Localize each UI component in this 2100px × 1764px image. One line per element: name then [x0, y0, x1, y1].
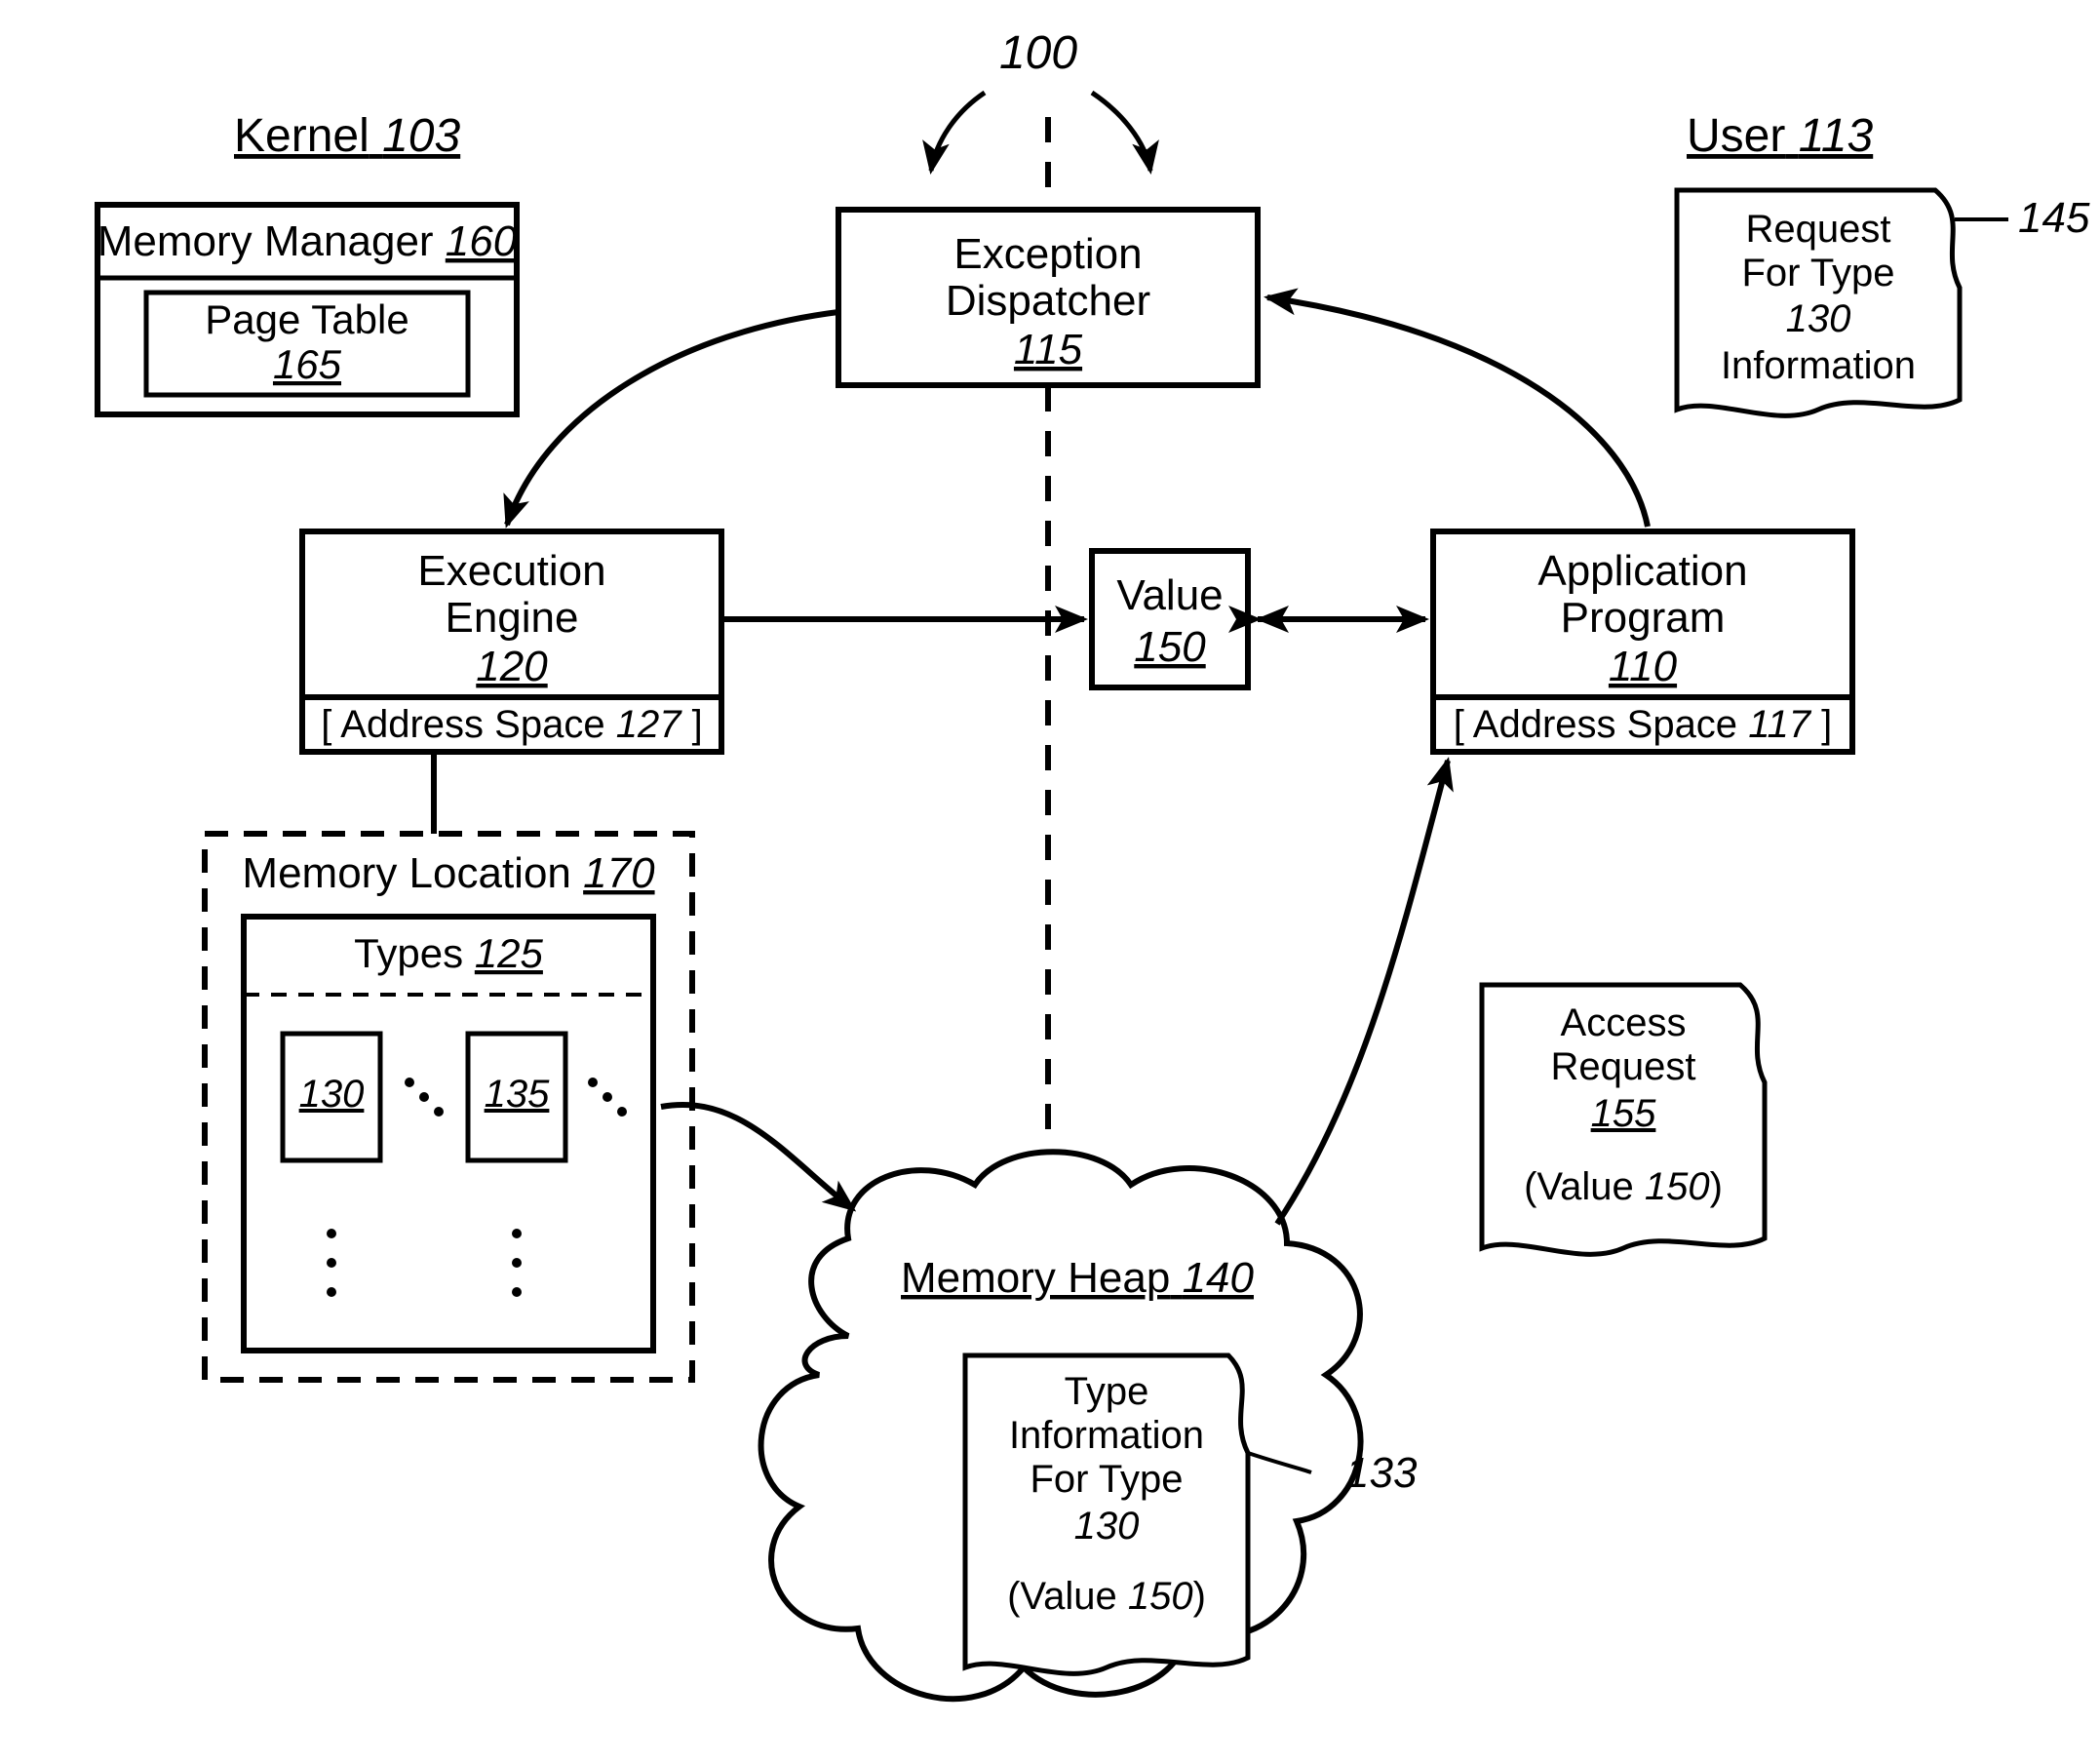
memloc-title: Memory Location: [242, 849, 570, 897]
top-arrow-right: [1092, 93, 1150, 171]
svg-text:Memory Heap 140: Memory Heap 140: [901, 1254, 1254, 1302]
exec-footer-suffix: ]: [692, 703, 703, 746]
application-program-box: Application Program 110 [ Address Space …: [1433, 531, 1852, 752]
req-l2: For Type: [1741, 252, 1894, 294]
type-130-ref: 130: [299, 1073, 365, 1116]
types-title: Types: [354, 930, 463, 976]
kernel-label: Kernel: [234, 110, 369, 162]
typeinfo-refmid: 130: [1074, 1505, 1140, 1548]
top-arrow-left: [931, 93, 985, 171]
svg-text:(Value 150): (Value 150): [1524, 1165, 1723, 1208]
exec-line2: Engine: [445, 594, 578, 642]
app-footer-text: [ Address Space: [1454, 703, 1737, 746]
exec-footer-ref: 127: [616, 703, 682, 746]
app-footer-ref: 117: [1748, 703, 1812, 746]
exec-ref: 120: [476, 643, 548, 690]
app-ref: 110: [1609, 643, 1678, 690]
value-title: Value: [1116, 571, 1223, 619]
svg-text:(Value 150): (Value 150): [1007, 1575, 1206, 1618]
app-line2: Program: [1561, 594, 1726, 642]
ref-133: 133: [1345, 1449, 1418, 1497]
svg-text:Memory Location: Memory Location 170: [242, 849, 655, 897]
req-l1: Request: [1746, 208, 1891, 251]
typeinfo-l3: For Type: [1030, 1458, 1183, 1501]
exception-line2: Dispatcher: [946, 277, 1150, 325]
app-line1: Application: [1537, 547, 1747, 595]
page-table-ref: 165: [273, 341, 342, 387]
value-box: Value 150: [1092, 551, 1248, 687]
acc-l1: Access: [1561, 1001, 1687, 1044]
type-135-ref: 135: [485, 1073, 550, 1116]
value-ref: 150: [1134, 623, 1206, 671]
arrow-types-to-heap: [661, 1105, 853, 1209]
svg-text:Kernel 103: Kernel 103: [234, 110, 460, 162]
user-heading: User 113: [1687, 110, 1874, 162]
user-ref: 113: [1799, 110, 1874, 162]
memory-manager-title: Memory Manager: [97, 217, 434, 265]
memloc-ref: 170: [583, 849, 655, 897]
types-ref: 125: [475, 930, 544, 976]
cloud-title: Memory Heap: [901, 1254, 1170, 1302]
memory-manager-box: Memory Manager 160 Page Table 165: [97, 205, 518, 414]
user-label: User: [1687, 110, 1785, 162]
typeinfo-l1: Type: [1065, 1370, 1149, 1413]
kernel-heading: Kernel 103: [234, 110, 460, 162]
cloud-ref: 140: [1183, 1254, 1255, 1302]
memory-manager-ref: 160: [446, 217, 518, 265]
request-note: Request For Type 130 Information 145: [1677, 190, 2090, 415]
kernel-ref: 103: [382, 110, 460, 162]
arrow-heap-to-app: [1277, 761, 1448, 1224]
svg-text:Memory Manager 1: Memory Manager 160: [97, 217, 518, 265]
exec-footer-text: [ Address Space: [321, 703, 604, 746]
exception-ref: 115: [1014, 326, 1083, 373]
access-request-note: Access Request 155 (Value 150): [1482, 985, 1765, 1254]
top-reference: 100: [931, 27, 1150, 171]
req-trailing: Information: [1721, 344, 1916, 387]
arrow-dispatcher-to-engine: [507, 312, 838, 525]
acc-ref: 155: [1591, 1092, 1656, 1135]
ref-145: 145: [2018, 194, 2090, 242]
svg-text:[ Address Space: [ Address Space 117 ]: [1454, 703, 1832, 746]
req-refmid: 130: [1786, 297, 1851, 340]
svg-text:[ Address Space: [ Address Space 127 ]: [321, 703, 702, 746]
memory-location-box: Memory Location 170 Types 125 130 135: [205, 834, 692, 1380]
svg-text:User 113: User 113: [1687, 110, 1874, 162]
diagram-canvas: 100 Kernel 103 User 113 Memory Manager 1…: [0, 0, 2100, 1764]
svg-text:Types 125: Types 125: [354, 930, 543, 976]
app-footer-suffix: ]: [1821, 703, 1832, 746]
acc-l2: Request: [1551, 1045, 1696, 1088]
page-table-title: Page Table: [205, 296, 408, 342]
execution-engine-box: Execution Engine 120 [ Address Space 127…: [302, 531, 721, 752]
typeinfo-l2: Information: [1009, 1414, 1204, 1457]
exception-line1: Exception: [953, 230, 1142, 278]
arrow-app-to-dispatcher: [1267, 297, 1648, 527]
ref-100: 100: [999, 27, 1077, 79]
exception-dispatcher-box: Exception Dispatcher 115: [838, 210, 1258, 385]
exec-line1: Execution: [417, 547, 605, 595]
